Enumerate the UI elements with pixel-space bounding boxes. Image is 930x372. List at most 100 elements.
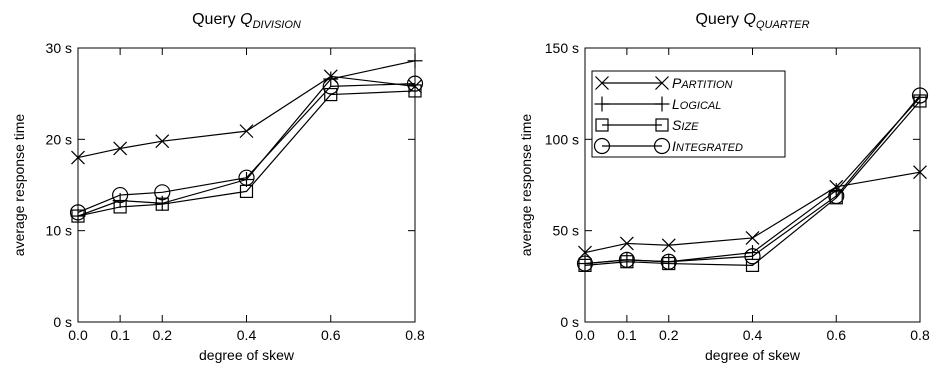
legend-marker: [655, 76, 669, 90]
legend-marker: [595, 76, 609, 90]
legend-label-rest: ARTITION: [680, 79, 732, 91]
legend-marker: [654, 96, 670, 112]
chart-title: Query QQUARTER: [695, 11, 809, 31]
y-axis-label: average response time: [11, 114, 27, 257]
series-partition: [578, 165, 927, 260]
x-tick-label: 0.2: [659, 327, 679, 343]
legend-label-initial: P: [672, 75, 682, 91]
y-tick-label: 0 s: [53, 314, 72, 330]
legend-marker: [655, 118, 669, 132]
x-tick-label: 0.0: [68, 327, 88, 343]
legend-marker: [595, 118, 609, 132]
data-point: [661, 238, 676, 253]
series-integrated: [576, 87, 929, 272]
data-point: [618, 251, 635, 268]
data-point: [154, 184, 171, 201]
x-tick-label: 0.8: [910, 327, 930, 343]
legend-label-initial: I: [672, 138, 676, 154]
data-point: [113, 200, 127, 214]
series-partition: [71, 69, 422, 165]
x-tick-label: 0.8: [405, 327, 425, 343]
legend-label-rest: IZE: [681, 121, 699, 133]
legend-label-initial: L: [672, 96, 680, 112]
series-line: [77, 75, 416, 159]
chart-panel-1: Query QDIVISION 0 s 10 s 20 s 30 s 0.0 0.1 0.2 0…: [11, 11, 425, 363]
data-point: [112, 186, 129, 204]
chart-title-prefix: Query: [192, 11, 240, 28]
series-line: [584, 171, 921, 254]
series-size: [71, 84, 422, 223]
legend-marker: [653, 137, 671, 155]
chart-panel-2: Query QQUARTER 0 s 50 s 100 s 150 s 0.0 0.1 0.2…: [518, 11, 930, 363]
legend-item-size: SIZE: [595, 117, 699, 133]
data-point: [71, 150, 85, 165]
series-line: [77, 60, 416, 217]
chart-title-subscript: DIVISION: [253, 19, 301, 31]
data-point: [322, 78, 339, 95]
x-tick-label: 0.1: [110, 327, 130, 343]
series-line: [77, 90, 416, 217]
x-tick-label: 0.6: [827, 327, 847, 343]
data-point: [406, 75, 424, 92]
legend-item-partition: PARTITION: [595, 75, 733, 91]
data-point: [745, 258, 760, 272]
data-point: [828, 187, 845, 205]
x-tick-label: 0.6: [321, 327, 341, 343]
y-tick-label: 30 s: [46, 40, 72, 56]
legend-marker: [594, 96, 610, 112]
data-point: [911, 87, 929, 104]
y-axis-label: average response time: [518, 114, 534, 257]
data-point: [913, 165, 927, 180]
legend-label: SIZE: [672, 117, 699, 133]
x-tick-label: 0.4: [743, 327, 763, 343]
legend-label: PARTITION: [672, 75, 733, 91]
data-point: [69, 204, 87, 221]
data-point: [408, 84, 422, 98]
data-point: [238, 169, 255, 186]
data-point: [113, 141, 128, 156]
x-axis-label: degree of skew: [199, 347, 295, 363]
data-point: [239, 172, 254, 188]
legend-label-rest: NTEGRATED: [676, 142, 743, 154]
legend-label-rest: OGICAL: [680, 100, 722, 112]
data-point: [239, 124, 254, 139]
y-tick-label: 20 s: [46, 131, 72, 147]
data-point: [912, 89, 928, 105]
legend-box: [591, 70, 786, 158]
y-tick-label: 10 s: [46, 223, 72, 239]
series-line: [77, 83, 416, 213]
chart-title-prefix: Query: [695, 11, 743, 28]
chart-title-symbol: Q: [743, 11, 755, 28]
x-tick-label: 0.1: [617, 327, 637, 343]
x-tick-label: 0.2: [153, 327, 173, 343]
y-tick-label: 100 s: [545, 131, 579, 147]
y-tick-label: 150 s: [545, 40, 579, 56]
legend-label: INTEGRATED: [672, 138, 743, 154]
chart-title-symbol: Q: [240, 11, 252, 28]
data-point: [660, 253, 677, 270]
data-point: [324, 87, 338, 102]
legend-marker: [593, 137, 611, 155]
legend-item-integrated: INTEGRATED: [593, 137, 743, 155]
legend-item-logical: LOGICAL: [594, 96, 721, 112]
x-tick-label: 0.0: [575, 327, 595, 343]
legend-label: LOGICAL: [672, 96, 721, 112]
chart-title: Query QDIVISION: [192, 11, 301, 31]
x-axis-label: degree of skew: [705, 347, 801, 363]
data-point: [155, 197, 169, 211]
data-point: [619, 236, 634, 251]
data-point: [744, 248, 761, 265]
series-logical: [70, 53, 423, 224]
x-tick-label: 0.4: [237, 327, 257, 343]
y-tick-label: 50 s: [553, 223, 579, 239]
data-point: [576, 255, 594, 272]
data-point: [745, 231, 760, 245]
data-point: [155, 134, 170, 149]
series-integrated: [69, 75, 424, 221]
chart-title-subscript: QUARTER: [756, 19, 810, 31]
y-tick-label: 0 s: [560, 314, 579, 330]
data-point: [407, 53, 423, 69]
legend-label-initial: S: [672, 117, 682, 133]
